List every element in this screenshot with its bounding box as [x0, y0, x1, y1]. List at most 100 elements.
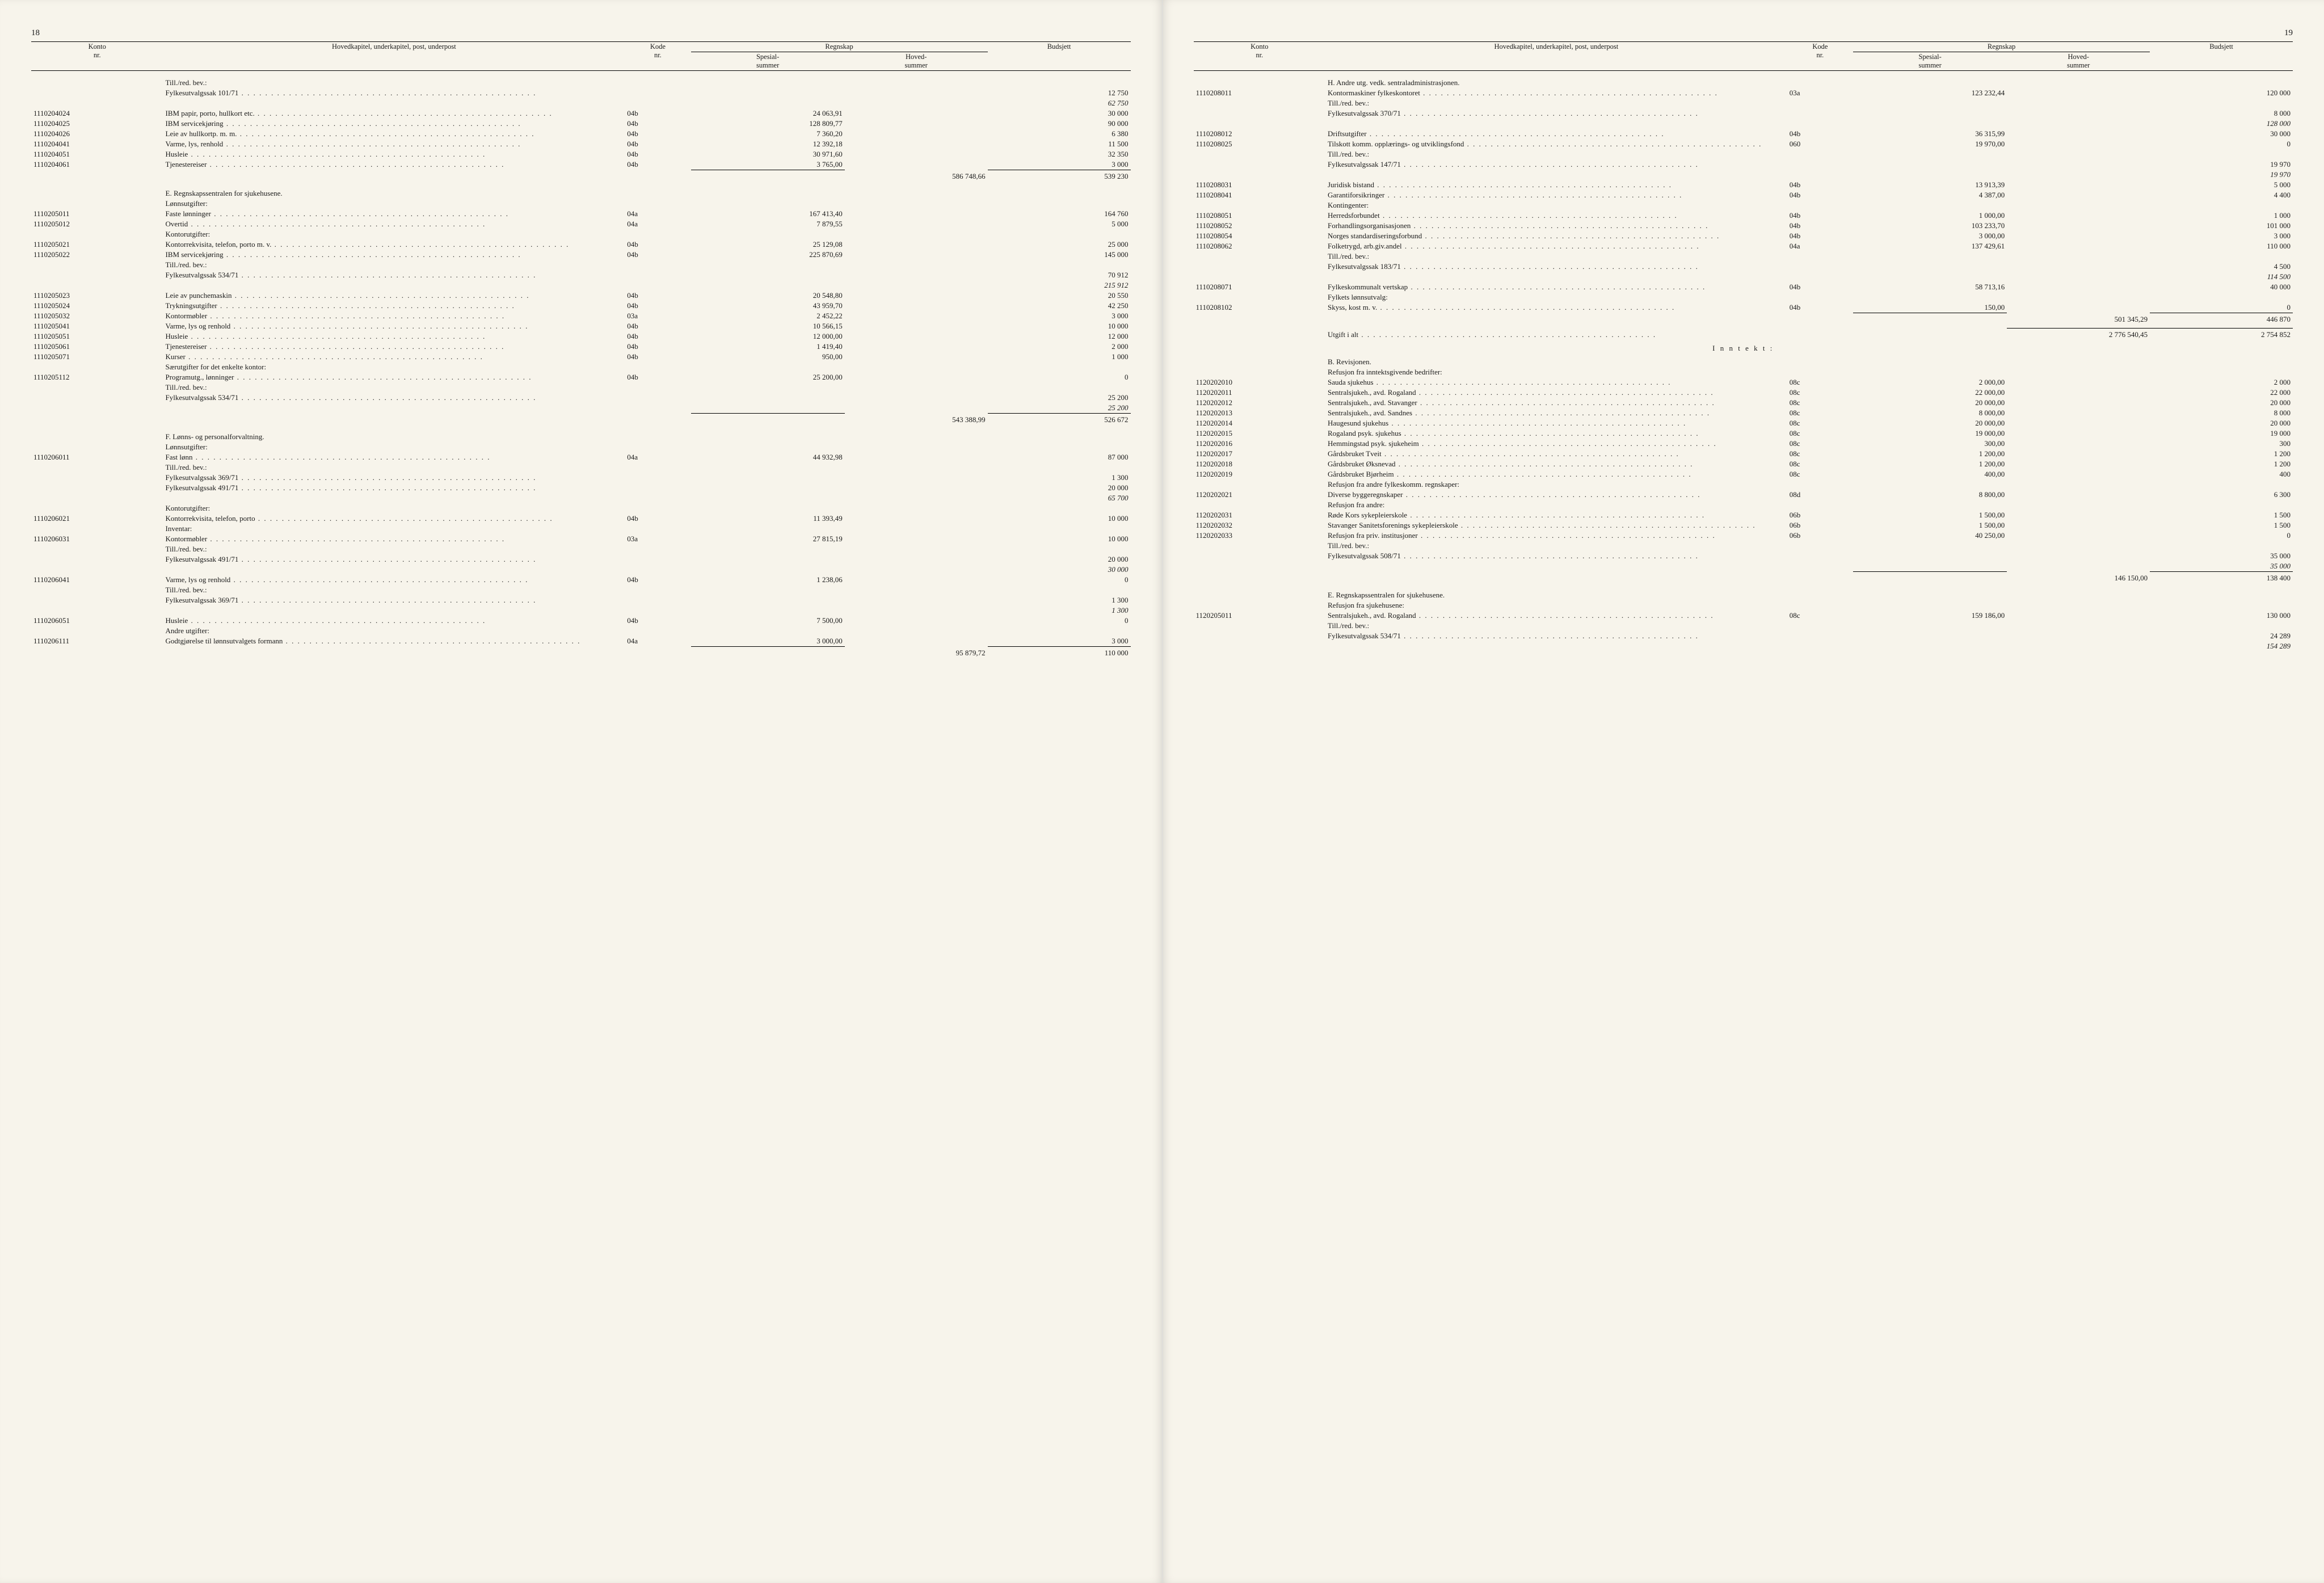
table-row: 1120202032Stavanger Sanitetsforenings sy… — [1194, 520, 2293, 531]
table-row: Fylkesutvalgssak 534/7125 200 — [31, 393, 1131, 403]
table-row: Till./red. bev.: — [1194, 98, 2293, 108]
table-row: 1110204026Leie av hullkortp. m. m.04b7 3… — [31, 129, 1131, 139]
table-row: 543 388,99526 672 — [31, 415, 1131, 425]
th-regnskap: Regnskap — [691, 42, 988, 52]
table-row: Till./red. bev.: — [31, 462, 1131, 473]
table-row: 62 750 — [31, 98, 1131, 108]
table-row: 501 345,29446 870 — [1194, 314, 2293, 325]
table-row: F. Lønns- og personalforvaltning. — [31, 432, 1131, 442]
table-row: 1110206031Kontormøbler03a27 815,1910 000 — [31, 534, 1131, 544]
table-row: 1120202015Rogaland psyk. sjukehus08c19 0… — [1194, 428, 2293, 439]
table-row: 1110205022IBM servicekjøring04b225 870,6… — [31, 250, 1131, 260]
table-row: Lønnsutgifter: — [31, 199, 1131, 209]
table-row: 1120202016Hemmingstad psyk. sjukeheim08c… — [1194, 439, 2293, 449]
table-row: 1110205051Husleie04b12 000,0012 000 — [31, 331, 1131, 342]
table-row: 65 700 — [31, 493, 1131, 503]
ledger-header-right: Konto nr. Hovedkapitel, underkapitel, po… — [1194, 42, 2293, 70]
table-row: 1110206011Fast lønn04a44 932,9887 000 — [31, 452, 1131, 462]
table-row: 1110208054Norges standardiseringsforbund… — [1194, 231, 2293, 241]
table-row: Till./red. bev.: — [31, 78, 1131, 88]
table-row: 1110205011Faste lønninger04a167 413,4016… — [31, 209, 1131, 219]
table-row: Kontorutgifter: — [31, 503, 1131, 513]
th-spesial: Spesial- summer — [691, 52, 845, 71]
th-konto: Konto nr. — [31, 42, 163, 70]
table-row: 586 748,66539 230 — [31, 171, 1131, 182]
th-hovedkapitel-r: Hovedkapitel, underkapitel, post, underp… — [1325, 42, 1787, 70]
table-row: Refusjon fra inntektsgivende bedrifter: — [1194, 367, 2293, 377]
table-row: 1110205023Leie av punchemaskin04b20 548,… — [31, 291, 1131, 301]
th-regnskap-r: Regnskap — [1853, 42, 2150, 52]
table-row: 1110205071Kurser04b950,001 000 — [31, 352, 1131, 362]
table-row: 1120202010Sauda sjukehus08c2 000,002 000 — [1194, 377, 2293, 388]
table-row: 1120202019Gårdsbruket Bjørheim08c400,004… — [1194, 469, 2293, 479]
table-row: Refusjon fra andre: — [1194, 500, 2293, 510]
table-row: 1120202014Haugesund sjukehus08c20 000,00… — [1194, 418, 2293, 428]
page-number-left: 18 — [31, 28, 1131, 38]
table-row: 1110205012Overtid04a7 879,555 000 — [31, 219, 1131, 229]
table-row: 25 200 — [31, 403, 1131, 414]
table-row: Till./red. bev.: — [31, 544, 1131, 554]
table-row: 1110206021Kontorrekvisita, telefon, port… — [31, 513, 1131, 524]
table-row: Fylkesutvalgssak 370/718 000 — [1194, 108, 2293, 119]
section-title: I n n t e k t : — [1194, 343, 2293, 353]
table-row: 1110208025Tilskott komm. opplærings- og … — [1194, 139, 2293, 149]
th-hoved: Hoved- summer — [845, 52, 988, 71]
table-row: 1110208052Forhandlingsorganisasjonen04b1… — [1194, 221, 2293, 231]
table-row: 1110205112Programutg., lønninger04b25 20… — [31, 372, 1131, 382]
th-hovedkapitel: Hovedkapitel, underkapitel, post, underp… — [163, 42, 625, 70]
table-row: 1110204051Husleie04b30 971,6032 350 — [31, 149, 1131, 159]
table-row: 1 300 — [31, 605, 1131, 616]
table-row: Fylkesutvalgssak 534/7170 912 — [31, 270, 1131, 280]
table-row: 146 150,00138 400 — [1194, 573, 2293, 583]
table-row: Kontingenter: — [1194, 200, 2293, 210]
table-row: Fylkesutvalgssak 534/7124 289 — [1194, 631, 2293, 641]
table-row: 19 970 — [1194, 170, 2293, 180]
th-budsjett: Budsjett — [988, 42, 1131, 70]
table-row: 128 000 — [1194, 119, 2293, 129]
th-spesial-r: Spesial- summer — [1853, 52, 2007, 71]
th-kode: Kode nr. — [625, 42, 691, 70]
table-row: Utgift i alt2 776 540,452 754 852 — [1194, 330, 2293, 340]
table-row: 1110208102Skyss, kost m. v.04b150,000 — [1194, 302, 2293, 313]
ledger-body-left: Till./red. bev.:Fylkesutvalgssak 101/711… — [31, 71, 1131, 658]
table-row: 1110205032Kontormøbler03a2 452,223 000 — [31, 311, 1131, 321]
table-row: Særutgifter for det enkelte kontor: — [31, 362, 1131, 372]
table-row: 35 000 — [1194, 561, 2293, 572]
table-row: Till./red. bev.: — [31, 585, 1131, 595]
table-row: Fylkesutvalgssak 369/711 300 — [31, 595, 1131, 605]
table-row: 1110208071Fylkeskommunalt vertskap04b58 … — [1194, 282, 2293, 292]
table-row: 1110208062Folketrygd, arb.giv.andel04a13… — [1194, 241, 2293, 251]
table-row: 1120202018Gårdsbruket Øksnevad08c1 200,0… — [1194, 459, 2293, 469]
table-row: Kontorutgifter: — [31, 229, 1131, 239]
table-row: Fylkesutvalgssak 491/7120 000 — [31, 554, 1131, 565]
table-row: 154 289 — [1194, 641, 2293, 651]
ledger-body-right: H. Andre utg. vedk. sentraladministrasjo… — [1194, 71, 2293, 651]
right-page: 19 Konto nr. Hovedkapitel, underkapitel,… — [1163, 0, 2324, 1583]
table-row: 215 912 — [31, 280, 1131, 291]
ledger-header-left: Konto nr. Hovedkapitel, underkapitel, po… — [31, 42, 1131, 70]
table-row: 114 500 — [1194, 272, 2293, 282]
book-spread: 18 Konto nr. Hovedkapitel, underkapitel,… — [0, 0, 2324, 1583]
table-row: Till./red. bev.: — [1194, 251, 2293, 262]
table-row: Inventar: — [31, 524, 1131, 534]
table-row: B. Revisjonen. — [1194, 357, 2293, 367]
table-row: 95 879,72110 000 — [31, 648, 1131, 658]
table-row: Till./red. bev.: — [31, 382, 1131, 393]
table-row: 1110205041Varme, lys og renhold04b10 566… — [31, 321, 1131, 331]
th-kode-r: Kode nr. — [1787, 42, 1853, 70]
table-row: 1110208031Juridisk bistand04b13 913,395 … — [1194, 180, 2293, 190]
table-row: 1110204061Tjenestereiser04b3 765,003 000 — [31, 159, 1131, 170]
table-row: Fylkesutvalgssak 369/711 300 — [31, 473, 1131, 483]
table-row: Fylkesutvalgssak 491/7120 000 — [31, 483, 1131, 493]
table-row: Fylkesutvalgssak 101/7112 750 — [31, 88, 1131, 98]
table-row: 1120205011Sentralsjukeh., avd. Rogaland0… — [1194, 611, 2293, 621]
table-row: Fylkets lønnsutvalg: — [1194, 292, 2293, 302]
table-row: Fylkesutvalgssak 508/7135 000 — [1194, 551, 2293, 561]
table-row: 30 000 — [31, 565, 1131, 575]
table-row: 1110208011Kontormaskiner fylkeskontoret0… — [1194, 88, 2293, 98]
table-row: 1120202017Gårdsbruket Tveit08c1 200,001 … — [1194, 449, 2293, 459]
table-row: Andre utgifter: — [31, 626, 1131, 636]
th-konto-r: Konto nr. — [1194, 42, 1326, 70]
table-row: 1120202011Sentralsjukeh., avd. Rogaland0… — [1194, 388, 2293, 398]
page-number-right: 19 — [1194, 28, 2293, 38]
